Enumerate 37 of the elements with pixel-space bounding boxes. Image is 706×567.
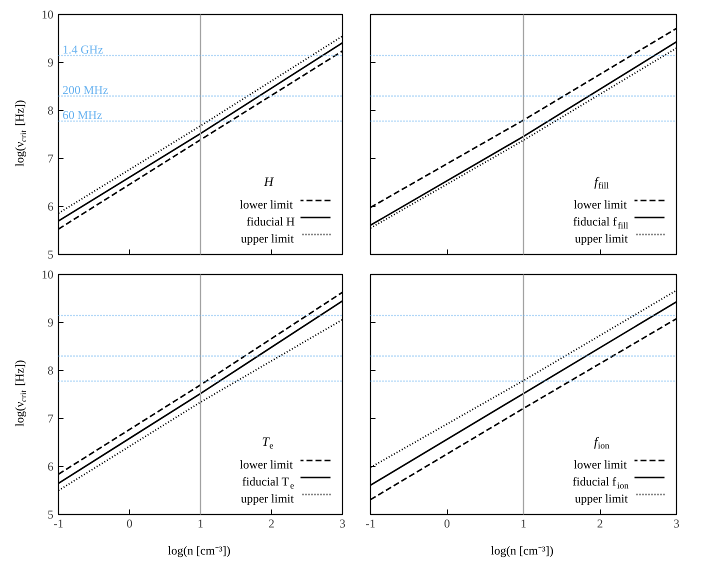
legend-label: lower limit <box>240 198 294 212</box>
x-tick-label: 1 <box>198 516 204 530</box>
y-tick-label: 10 <box>42 268 54 282</box>
x-tick-label: -1 <box>366 516 376 530</box>
ref-line-label: 200 MHz <box>62 83 108 98</box>
legend-label: lower limit <box>574 198 628 212</box>
x-tick-label: 3 <box>340 516 346 530</box>
y-tick-label: 6 <box>48 460 54 474</box>
y-tick-label: 6 <box>48 200 54 214</box>
ref-line-label: 1.4 GHz <box>62 42 104 56</box>
legend-label: lower limit <box>574 458 628 472</box>
x-tick-label: 3 <box>674 516 680 530</box>
legend-label: upper limit <box>574 492 629 506</box>
legend-label: upper limit <box>240 492 295 506</box>
y-tick-label: 9 <box>48 316 54 330</box>
y-tick-label: 7 <box>48 152 54 166</box>
y-tick-label: 8 <box>48 104 54 118</box>
y-tick-label: 10 <box>42 8 54 22</box>
y-tick-label: 8 <box>48 364 54 378</box>
x-tick-label: -1 <box>54 516 64 530</box>
x-tick-label: 2 <box>268 516 274 530</box>
legend-label: upper limit <box>574 232 629 246</box>
y-tick-label: 7 <box>48 412 54 426</box>
y-tick-label: 9 <box>48 56 54 70</box>
x-tick-label: 0 <box>444 516 450 530</box>
x-tick-label: 2 <box>597 516 603 530</box>
x-axis-title: log(n [cm⁻³]) <box>168 544 230 558</box>
x-tick-label: 1 <box>520 516 526 530</box>
legend-label: lower limit <box>240 458 294 472</box>
x-axis-title: log(n [cm⁻³]) <box>490 544 554 558</box>
x-tick-label: 0 <box>126 516 132 530</box>
legend-label: fiducial H <box>246 214 296 228</box>
ref-line-label: 60 MHz <box>62 108 102 122</box>
legend-label: upper limit <box>240 232 295 246</box>
y-tick-label: 5 <box>48 248 54 262</box>
y-tick-label: 5 <box>48 508 54 522</box>
legend-title: H <box>263 174 274 189</box>
